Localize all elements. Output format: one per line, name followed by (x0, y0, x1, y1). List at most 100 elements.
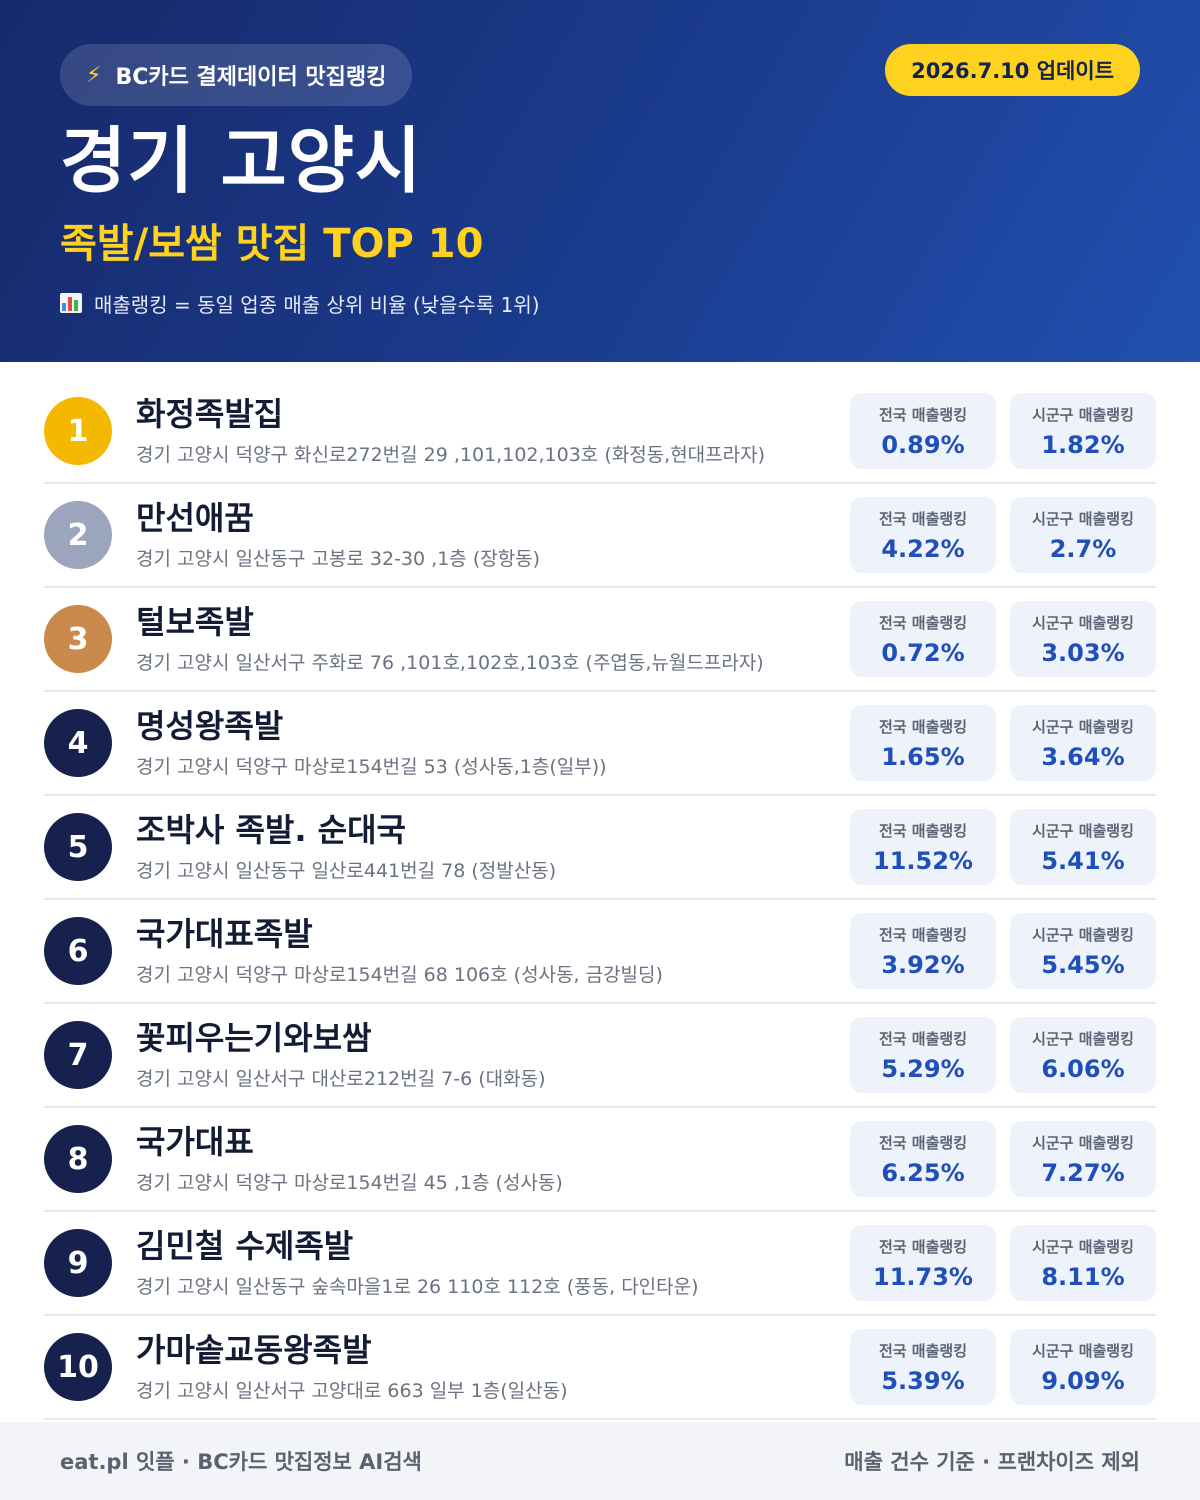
list-item[interactable]: 2 만선애꿈 경기 고양시 일산동구 고봉로 32-30 ,1층 (장항동) 전… (44, 484, 1156, 588)
restaurant-address: 경기 고양시 일산서구 주화로 76 ,101호,102호,103호 (주엽동,… (136, 651, 764, 674)
list-item[interactable]: 1 화정족발집 경기 고양시 덕양구 화신로272번길 29 ,101,102,… (44, 380, 1156, 484)
rank-badge: 3 (44, 605, 112, 673)
national-rank-label: 전국 매출랭킹 (878, 717, 968, 736)
sales-stats: 전국 매출랭킹 5.39% 시군구 매출랭킹 9.09% (850, 1329, 1156, 1405)
national-rank-card: 전국 매출랭킹 5.39% (850, 1329, 996, 1405)
district-rank-card: 시군구 매출랭킹 1.82% (1010, 393, 1156, 469)
list-item[interactable]: 8 국가대표 경기 고양시 덕양구 마상로154번길 45 ,1층 (성사동) … (44, 1108, 1156, 1212)
restaurant-address: 경기 고양시 덕양구 마상로154번길 53 (성사동,1층(일부)) (136, 755, 607, 778)
restaurant-name: 만선애꿈 (136, 499, 254, 538)
national-rank-label: 전국 매출랭킹 (878, 1029, 968, 1048)
national-rank-value: 0.72% (881, 638, 965, 667)
national-rank-value: 1.65% (881, 742, 965, 771)
rank-badge: 7 (44, 1021, 112, 1089)
list-item[interactable]: 9 김민철 수제족발 경기 고양시 일산동구 숲속마을1로 26 110호 11… (44, 1212, 1156, 1316)
national-rank-card: 전국 매출랭킹 0.89% (850, 393, 996, 469)
district-rank-value: 9.09% (1041, 1366, 1125, 1395)
restaurant-address: 경기 고양시 일산동구 일산로441번길 78 (정발산동) (136, 859, 557, 882)
restaurant-address: 경기 고양시 덕양구 화신로272번길 29 ,101,102,103호 (화정… (136, 443, 766, 466)
header-banner: ⚡ BC카드 결제데이터 맛집랭킹 2026.7.10 업데이트 경기 고양시 … (0, 0, 1200, 362)
national-rank-label: 전국 매출랭킹 (878, 405, 968, 424)
sales-stats: 전국 매출랭킹 0.89% 시군구 매출랭킹 1.82% (850, 393, 1156, 469)
footer: eat.pl 잇플 · BC카드 맛집정보 AI검색 매출 건수 기준 · 프랜… (0, 1422, 1200, 1500)
restaurant-name: 명성왕족발 (136, 707, 284, 746)
ranking-note: 매출랭킹 = 동일 업종 매출 상위 비율 (낮을수록 1위) (60, 289, 1140, 318)
district-rank-card: 시군구 매출랭킹 3.03% (1010, 601, 1156, 677)
sales-stats: 전국 매출랭킹 5.29% 시군구 매출랭킹 6.06% (850, 1017, 1156, 1093)
district-rank-label: 시군구 매출랭킹 (1032, 925, 1134, 944)
district-rank-value: 3.64% (1041, 742, 1125, 771)
list-item[interactable]: 3 털보족발 경기 고양시 일산서구 주화로 76 ,101호,102호,103… (44, 588, 1156, 692)
national-rank-value: 11.52% (873, 846, 973, 875)
restaurant-info: 꽃피우는기와보쌈 경기 고양시 일산서구 대산로212번길 7-6 (대화동) (136, 1019, 850, 1090)
district-rank-card: 시군구 매출랭킹 8.11% (1010, 1225, 1156, 1301)
restaurant-info: 조박사 족발. 순대국 경기 고양시 일산동구 일산로441번길 78 (정발산… (136, 811, 850, 882)
national-rank-label: 전국 매출랭킹 (878, 821, 968, 840)
district-rank-card: 시군구 매출랭킹 6.06% (1010, 1017, 1156, 1093)
restaurant-address: 경기 고양시 일산서구 고양대로 663 일부 1층(일산동) (136, 1379, 568, 1402)
sales-stats: 전국 매출랭킹 11.73% 시군구 매출랭킹 8.11% (850, 1225, 1156, 1301)
list-item[interactable]: 5 조박사 족발. 순대국 경기 고양시 일산동구 일산로441번길 78 (정… (44, 796, 1156, 900)
national-rank-card: 전국 매출랭킹 3.92% (850, 913, 996, 989)
rank-badge: 2 (44, 501, 112, 569)
district-rank-label: 시군구 매출랭킹 (1032, 405, 1134, 424)
rank-badge: 9 (44, 1229, 112, 1297)
restaurant-address: 경기 고양시 일산동구 숲속마을1로 26 110호 112호 (풍동, 다인타… (136, 1275, 699, 1298)
list-item[interactable]: 7 꽃피우는기와보쌈 경기 고양시 일산서구 대산로212번길 7-6 (대화동… (44, 1004, 1156, 1108)
district-rank-label: 시군구 매출랭킹 (1032, 821, 1134, 840)
restaurant-name: 화정족발집 (136, 395, 284, 434)
national-rank-value: 0.89% (881, 430, 965, 459)
district-rank-value: 5.45% (1041, 950, 1125, 979)
national-rank-label: 전국 매출랭킹 (878, 1237, 968, 1256)
restaurant-address: 경기 고양시 덕양구 마상로154번길 68 106호 (성사동, 금강빌딩) (136, 963, 663, 986)
sales-stats: 전국 매출랭킹 0.72% 시군구 매출랭킹 3.03% (850, 601, 1156, 677)
national-rank-value: 5.29% (881, 1054, 965, 1083)
district-rank-value: 3.03% (1041, 638, 1125, 667)
list-item[interactable]: 10 가마솥교동왕족발 경기 고양시 일산서구 고양대로 663 일부 1층(일… (44, 1316, 1156, 1420)
restaurant-address: 경기 고양시 일산서구 대산로212번길 7-6 (대화동) (136, 1067, 546, 1090)
footer-source: eat.pl 잇플 · BC카드 맛집정보 AI검색 (60, 1450, 422, 1474)
national-rank-value: 6.25% (881, 1158, 965, 1187)
national-rank-card: 전국 매출랭킹 6.25% (850, 1121, 996, 1197)
rank-badge: 10 (44, 1333, 112, 1401)
sales-stats: 전국 매출랭킹 6.25% 시군구 매출랭킹 7.27% (850, 1121, 1156, 1197)
restaurant-info: 국가대표 경기 고양시 덕양구 마상로154번길 45 ,1층 (성사동) (136, 1123, 850, 1194)
district-rank-value: 6.06% (1041, 1054, 1125, 1083)
national-rank-card: 전국 매출랭킹 5.29% (850, 1017, 996, 1093)
district-rank-card: 시군구 매출랭킹 9.09% (1010, 1329, 1156, 1405)
rank-badge: 6 (44, 917, 112, 985)
restaurant-info: 털보족발 경기 고양시 일산서구 주화로 76 ,101호,102호,103호 … (136, 603, 850, 674)
district-rank-card: 시군구 매출랭킹 7.27% (1010, 1121, 1156, 1197)
page-subtitle: 족발/보쌈 맛집 TOP 10 (60, 220, 484, 267)
list-item[interactable]: 6 국가대표족발 경기 고양시 덕양구 마상로154번길 68 106호 (성사… (44, 900, 1156, 1004)
rank-badge: 5 (44, 813, 112, 881)
district-rank-card: 시군구 매출랭킹 3.64% (1010, 705, 1156, 781)
national-rank-label: 전국 매출랭킹 (878, 509, 968, 528)
restaurant-info: 가마솥교동왕족발 경기 고양시 일산서구 고양대로 663 일부 1층(일산동) (136, 1331, 850, 1402)
sales-stats: 전국 매출랭킹 4.22% 시군구 매출랭킹 2.7% (850, 497, 1156, 573)
national-rank-card: 전국 매출랭킹 4.22% (850, 497, 996, 573)
ranking-note-text: 매출랭킹 = 동일 업종 매출 상위 비율 (낮을수록 1위) (94, 292, 540, 317)
update-date-badge: 2026.7.10 업데이트 (885, 44, 1140, 96)
restaurant-name: 조박사 족발. 순대국 (136, 811, 406, 850)
district-rank-label: 시군구 매출랭킹 (1032, 1237, 1134, 1256)
district-rank-card: 시군구 매출랭킹 5.41% (1010, 809, 1156, 885)
restaurant-info: 화정족발집 경기 고양시 덕양구 화신로272번길 29 ,101,102,10… (136, 395, 850, 466)
list-item[interactable]: 4 명성왕족발 경기 고양시 덕양구 마상로154번길 53 (성사동,1층(일… (44, 692, 1156, 796)
district-rank-label: 시군구 매출랭킹 (1032, 1133, 1134, 1152)
source-badge-label: BC카드 결제데이터 맛집랭킹 (115, 65, 387, 90)
national-rank-value: 3.92% (881, 950, 965, 979)
rank-badge: 4 (44, 709, 112, 777)
restaurant-info: 국가대표족발 경기 고양시 덕양구 마상로154번길 68 106호 (성사동,… (136, 915, 850, 986)
restaurant-name: 국가대표 (136, 1123, 254, 1162)
lightning-icon: ⚡ (86, 62, 102, 88)
restaurant-name: 김민철 수제족발 (136, 1227, 354, 1266)
restaurant-name: 꽃피우는기와보쌈 (136, 1019, 372, 1058)
bar-chart-icon (60, 293, 82, 314)
district-rank-value: 8.11% (1041, 1262, 1125, 1291)
restaurant-info: 만선애꿈 경기 고양시 일산동구 고봉로 32-30 ,1층 (장항동) (136, 499, 850, 570)
restaurant-info: 김민철 수제족발 경기 고양시 일산동구 숲속마을1로 26 110호 112호… (136, 1227, 850, 1298)
sales-stats: 전국 매출랭킹 1.65% 시군구 매출랭킹 3.64% (850, 705, 1156, 781)
restaurant-name: 국가대표족발 (136, 915, 313, 954)
district-rank-value: 7.27% (1041, 1158, 1125, 1187)
